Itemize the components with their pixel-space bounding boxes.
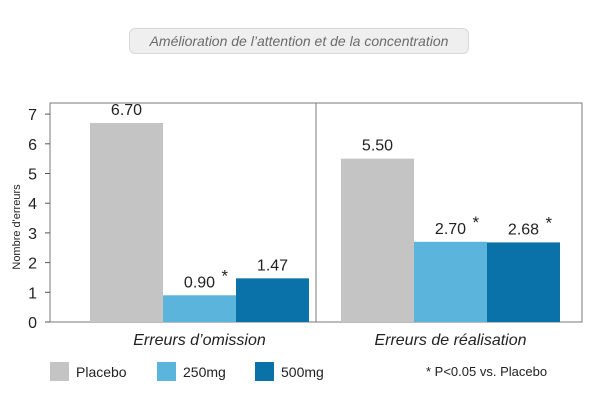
bar bbox=[163, 295, 236, 322]
legend-label-250mg: 250mg bbox=[183, 364, 226, 380]
y-tick-label: 7 bbox=[28, 107, 37, 124]
bar bbox=[341, 158, 414, 322]
chart-title-background bbox=[129, 28, 469, 54]
legend-swatch-250mg bbox=[157, 362, 176, 381]
bar-value-label: 2.68 bbox=[508, 221, 539, 238]
y-tick-label: 1 bbox=[28, 285, 37, 302]
significance-star: * bbox=[546, 213, 553, 232]
y-tick-label: 5 bbox=[28, 167, 37, 184]
y-tick-label: 6 bbox=[28, 137, 37, 154]
legend-swatch-500mg bbox=[255, 362, 274, 381]
category-label: Erreurs d’omission bbox=[133, 332, 266, 349]
significance-star: * bbox=[222, 266, 229, 285]
significance-note: * P<0.05 vs. Placebo bbox=[426, 364, 548, 379]
bar bbox=[236, 278, 309, 322]
y-tick-label: 0 bbox=[28, 315, 37, 332]
legend-swatch-placebo bbox=[50, 362, 69, 381]
bar bbox=[90, 123, 163, 322]
y-tick-label: 4 bbox=[28, 196, 37, 213]
category-label: Erreurs de réalisation bbox=[374, 332, 526, 349]
legend-label-placebo: Placebo bbox=[76, 364, 127, 380]
bar-value-label: 2.70 bbox=[435, 221, 466, 238]
bar-value-label: 1.47 bbox=[257, 257, 288, 274]
bar-value-label: 5.50 bbox=[362, 138, 393, 155]
y-tick-label: 3 bbox=[28, 226, 37, 243]
y-tick-label: 2 bbox=[28, 256, 37, 273]
legend-label-500mg: 500mg bbox=[281, 364, 324, 380]
bar bbox=[487, 242, 560, 322]
significance-star: * bbox=[473, 213, 480, 232]
bar-value-label: 0.90 bbox=[184, 274, 215, 291]
chart-title: Amélioration de l’attention et de la con… bbox=[149, 33, 449, 49]
bar bbox=[414, 241, 487, 322]
bar-value-label: 6.70 bbox=[111, 102, 142, 119]
